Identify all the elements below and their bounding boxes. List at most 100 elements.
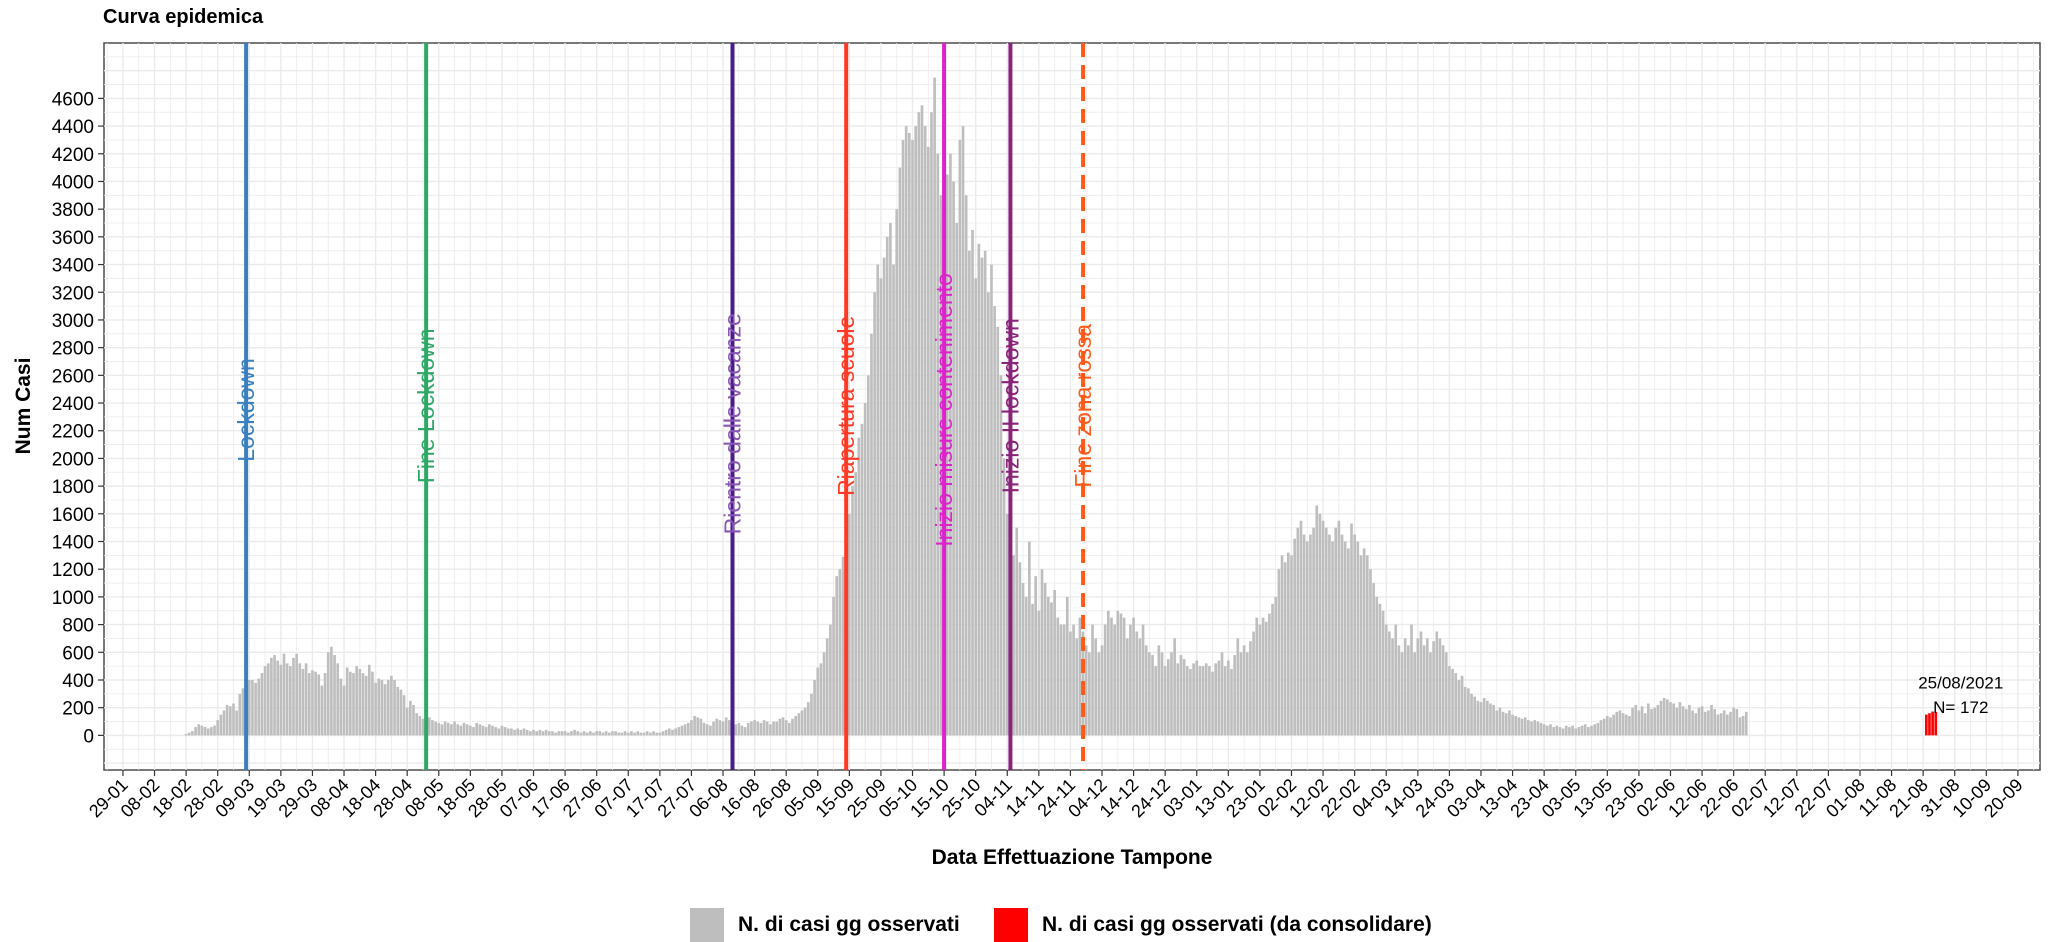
bar-observed: [203, 727, 207, 736]
bar-observed: [699, 718, 703, 736]
bar-observed: [1666, 699, 1669, 736]
y-tick-label: 3600: [52, 228, 94, 249]
bar-observed: [626, 732, 630, 736]
bar-observed: [570, 731, 573, 736]
bar-observed: [1084, 645, 1088, 736]
bar-observed: [544, 729, 548, 736]
bar-observed: [1138, 638, 1142, 736]
bar-observed: [1299, 520, 1303, 736]
bar-observed: [1552, 727, 1555, 736]
bar-observed: [759, 722, 763, 736]
bar-observed: [276, 660, 280, 736]
bar-observed: [1328, 534, 1331, 736]
bar-observed: [1681, 706, 1685, 736]
bar-consolidating: [1928, 713, 1931, 736]
event-line-label: Inizio II lockdown: [997, 318, 1023, 493]
bar-observed: [1624, 714, 1628, 736]
bar-observed: [330, 646, 333, 736]
y-tick-label: 1000: [52, 588, 94, 609]
legend-label-observed: N. di casi gg osservati: [738, 913, 960, 936]
bar-observed: [857, 437, 861, 736]
bar-observed: [206, 728, 210, 736]
bar-observed: [1283, 562, 1287, 736]
bar-observed: [1545, 725, 1549, 736]
bar-observed: [1012, 555, 1015, 736]
bar-observed: [696, 717, 700, 736]
bar-observed: [1432, 641, 1435, 736]
bar-observed: [443, 721, 447, 736]
bar-observed: [317, 674, 321, 736]
bar-observed: [1602, 718, 1606, 736]
bar-observed: [478, 724, 482, 736]
bar-observed: [1378, 603, 1382, 736]
bar-observed: [465, 724, 469, 736]
bar-observed: [835, 576, 839, 736]
bar-observed: [715, 718, 719, 736]
bar-observed: [187, 732, 191, 736]
bar-observed: [800, 710, 804, 736]
bar-observed: [1305, 541, 1309, 736]
bar-observed: [235, 710, 238, 736]
bar-observed: [1103, 624, 1107, 736]
bar-observed: [1343, 541, 1347, 736]
bar-observed: [557, 731, 561, 736]
bar-observed: [367, 664, 371, 736]
bar-observed: [409, 700, 412, 736]
bar-observed: [285, 663, 289, 736]
bar-observed: [191, 731, 194, 736]
bar-observed: [1258, 624, 1262, 736]
bar-observed: [396, 686, 400, 736]
bar-observed: [797, 713, 801, 736]
event-lines: Lockdown Fine Lockdown Rientro dalle vacan…: [233, 43, 2003, 770]
bar-observed: [756, 721, 760, 736]
bar-observed: [920, 105, 924, 736]
bar-observed: [434, 721, 437, 736]
bar-observed: [1217, 660, 1221, 736]
bar-observed: [1605, 715, 1609, 736]
bar-observed: [1713, 709, 1717, 736]
bar-observed: [1707, 710, 1710, 736]
bar-consolidating: [1931, 711, 1934, 736]
bar-observed: [1359, 555, 1363, 736]
bar-observed: [1056, 617, 1060, 736]
bar-observed: [863, 403, 867, 736]
bar-observed: [914, 126, 917, 736]
bar-consolidating: [1934, 711, 1938, 736]
bar-observed: [1400, 652, 1404, 736]
bar-observed: [1580, 725, 1584, 736]
bar-observed: [219, 714, 223, 736]
bar-observed: [1024, 596, 1028, 736]
bar-observed: [1637, 710, 1641, 736]
bar-observed: [323, 673, 327, 736]
bar-observed: [254, 682, 257, 736]
bar-observed: [1242, 645, 1246, 736]
event-line-label: Fine zona rossa: [1070, 324, 1096, 488]
y-tick-label: 1400: [52, 533, 94, 554]
bar-observed: [1075, 638, 1079, 736]
y-tick-label: 1600: [52, 505, 94, 526]
bar-observed: [1182, 659, 1186, 736]
bar-observed: [803, 707, 807, 736]
bar-observed: [1337, 520, 1341, 736]
y-tick-label: 800: [62, 616, 94, 637]
bar-observed: [1388, 631, 1391, 736]
bar-observed: [1062, 624, 1066, 736]
bar-observed: [1293, 538, 1296, 736]
bar-observed: [393, 679, 396, 736]
annotation-count: N= 172: [1933, 698, 1988, 717]
bar-observed: [655, 732, 659, 736]
bar-observed: [680, 725, 684, 736]
bar-observed: [1675, 707, 1679, 736]
bar-observed: [298, 663, 302, 736]
bar-observed: [677, 727, 681, 736]
bar-observed: [958, 139, 962, 736]
bar-observed: [980, 257, 984, 736]
bar-observed: [377, 678, 381, 736]
bar-observed: [901, 139, 905, 736]
bar-observed: [668, 728, 671, 736]
bar-observed: [554, 732, 557, 736]
bar-observed: [1230, 668, 1233, 736]
bar-observed: [1148, 652, 1151, 736]
bar-observed: [810, 693, 813, 736]
bar-observed: [1479, 702, 1483, 736]
